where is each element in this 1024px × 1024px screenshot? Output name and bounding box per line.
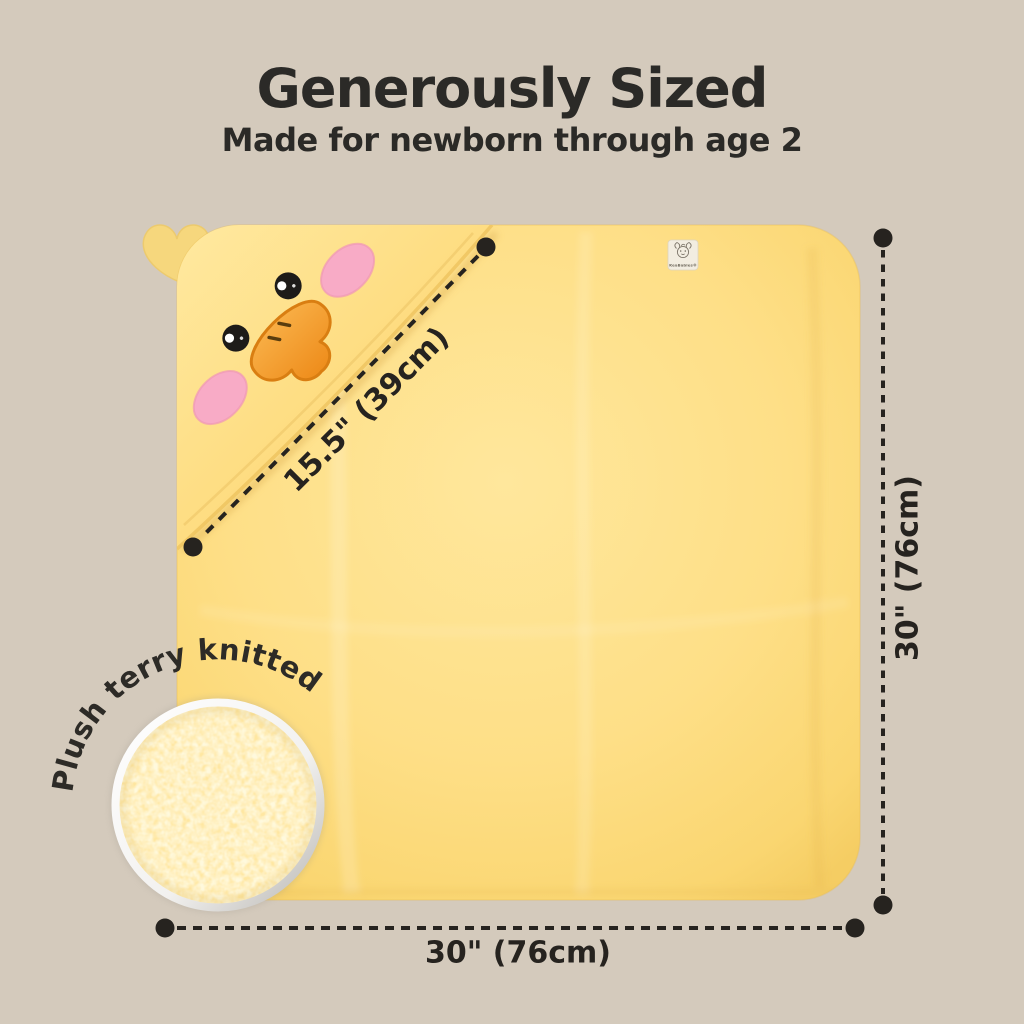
height-dimension-line	[873, 228, 893, 915]
duck-cheek-left	[192, 370, 248, 426]
duck-cheek-right	[320, 242, 376, 298]
header: Generously Sized Made for newborn throug…	[0, 57, 1024, 159]
hood-edge-seam	[177, 225, 494, 551]
brand-logo-icon	[674, 241, 692, 259]
page-subtitle: Made for newborn through age 2	[221, 120, 803, 159]
page-title: Generously Sized	[256, 57, 769, 120]
diagonal-dimension-line	[183, 237, 496, 557]
width-dimension-line	[155, 918, 865, 938]
duck-nostrils	[267, 321, 292, 342]
duck-beak-icon	[250, 300, 332, 382]
height-dimension-label: 30" (76cm)	[891, 475, 926, 661]
width-dimension-label: 30" (76cm)	[425, 936, 611, 971]
hood-hem-seam	[183, 232, 474, 526]
hood	[177, 225, 494, 551]
brand-tag: KeaBabies®	[667, 239, 699, 271]
brand-logo-text: KeaBabies®	[669, 262, 697, 267]
hood-shadow	[180, 230, 500, 554]
duck-face	[192, 242, 376, 426]
inset-ring	[111, 698, 325, 912]
duck-eye-left	[222, 324, 250, 352]
texture-inset-circle	[110, 697, 326, 913]
duck-eye-right	[274, 272, 302, 300]
